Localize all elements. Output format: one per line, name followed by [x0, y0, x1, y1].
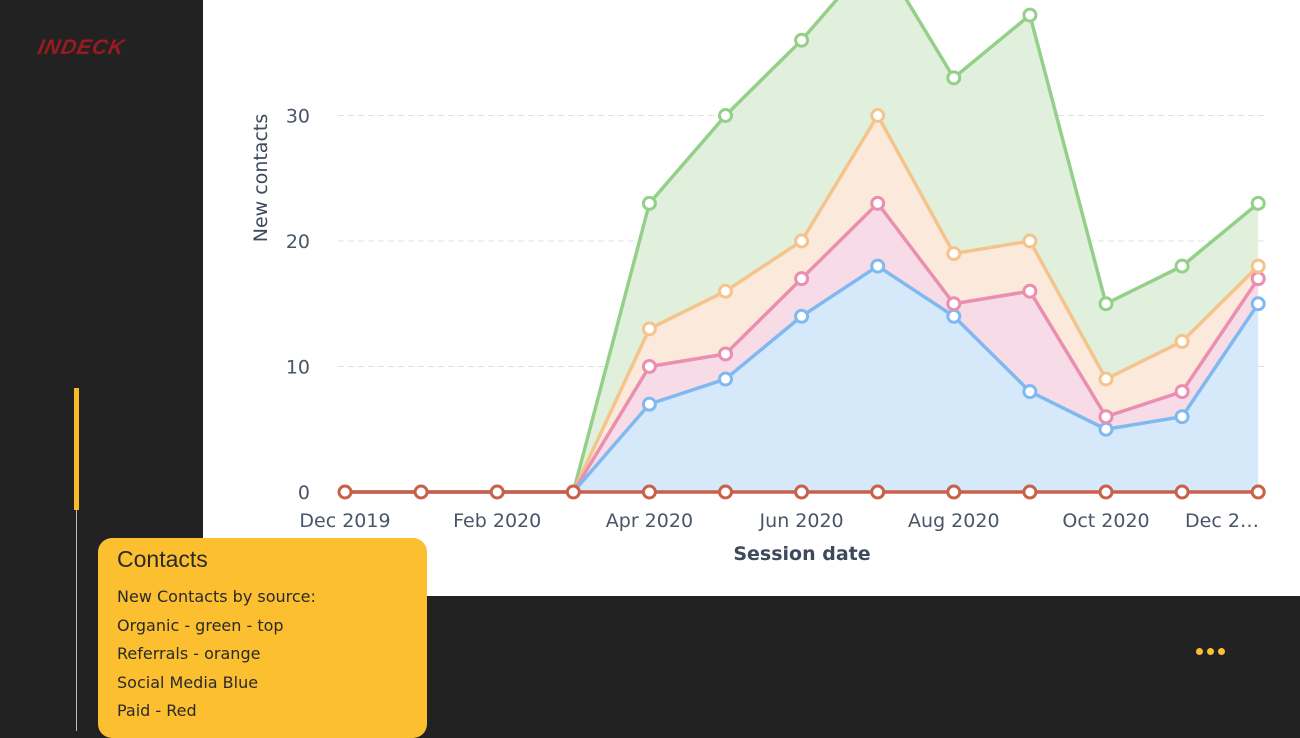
x-tick-label: Dec 2…	[1185, 510, 1259, 532]
point-social-media	[1250, 296, 1266, 312]
point-paid	[794, 484, 810, 500]
point-referrals	[794, 233, 810, 249]
point-paid-search	[1098, 409, 1114, 425]
x-tick-label: Aug 2020	[908, 510, 1000, 532]
note-line: Paid - Red	[117, 701, 197, 720]
note-line: Social Media Blue	[117, 672, 259, 692]
point-paid	[870, 484, 886, 500]
point-social-media	[794, 308, 810, 324]
point-organic	[718, 108, 733, 123]
point-social-media	[1174, 409, 1190, 425]
point-paid	[946, 484, 962, 500]
point-paid-search	[870, 195, 886, 211]
point-social-media	[946, 308, 962, 324]
point-referrals	[946, 246, 962, 262]
point-paid	[641, 484, 657, 500]
x-tick-label: Oct 2020	[1062, 510, 1149, 532]
point-referrals	[718, 283, 733, 299]
point-paid-search	[641, 359, 657, 374]
x-tick-label: Apr 2020	[606, 510, 693, 532]
point-paid-search	[1174, 384, 1190, 400]
point-paid	[1174, 484, 1190, 500]
point-paid	[1022, 484, 1038, 500]
x-tick-label: Feb 2020	[453, 510, 541, 532]
point-paid	[1098, 484, 1114, 500]
x-tick-label: Jun 2020	[759, 510, 844, 532]
y-tick-label: 0	[298, 482, 310, 504]
point-social-media	[1022, 384, 1038, 400]
point-paid-search	[718, 346, 733, 362]
point-paid-search	[1250, 271, 1266, 287]
point-referrals	[1174, 333, 1190, 349]
point-organic	[1022, 7, 1038, 23]
point-social-media	[641, 396, 657, 412]
y-tick-label: 10	[286, 357, 310, 379]
point-organic	[641, 195, 657, 211]
y-tick-label: 20	[286, 231, 310, 253]
point-paid-search	[1022, 283, 1038, 299]
point-referrals	[870, 108, 886, 123]
area-organic	[345, 0, 1259, 492]
point-paid-search	[794, 271, 810, 287]
point-paid	[489, 484, 505, 500]
point-referrals	[1098, 371, 1114, 387]
point-organic	[794, 32, 810, 48]
point-referrals	[641, 321, 657, 337]
y-tick-label: 30	[286, 106, 310, 128]
point-social-media	[718, 371, 733, 387]
point-paid-search	[946, 296, 962, 312]
x-axis-label: Session date	[733, 543, 870, 565]
point-paid	[718, 484, 733, 500]
point-paid	[1250, 484, 1266, 500]
accent-bar	[74, 388, 79, 510]
note-title: Contacts	[117, 546, 208, 572]
more-options-icon[interactable]	[1196, 648, 1225, 655]
contacts-note: Contacts New Contacts by source: Organic…	[98, 538, 427, 738]
y-axis-label: New contacts	[250, 114, 272, 242]
note-line: New Contacts by source:	[117, 587, 316, 606]
note-line: Organic - green - top	[117, 615, 284, 635]
note-line: Referrals - orange	[117, 644, 261, 663]
point-social-media	[870, 258, 886, 274]
stacked-area-chart: 0 10 20 30 Dec 2019 Feb 2020 Apr 2020 Jun 2020 A…	[250, 0, 1268, 565]
area-social-media	[345, 266, 1259, 492]
point-organic	[1250, 195, 1266, 211]
point-organic	[1098, 296, 1114, 312]
point-paid	[565, 484, 581, 500]
point-referrals	[1250, 258, 1266, 274]
x-tick-label: Dec 2019	[299, 510, 390, 532]
divider-line	[76, 510, 77, 731]
point-organic	[946, 70, 962, 86]
point-referrals	[1022, 233, 1038, 249]
point-organic	[1174, 258, 1190, 274]
point-paid	[413, 484, 429, 500]
point-paid	[337, 484, 353, 500]
point-social-media	[1098, 421, 1114, 437]
